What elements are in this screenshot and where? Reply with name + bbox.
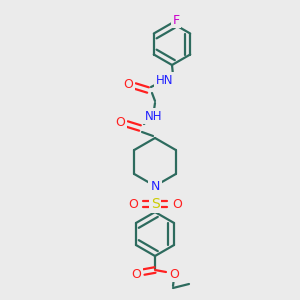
Text: NH: NH xyxy=(145,110,163,122)
Text: O: O xyxy=(172,197,182,211)
Text: O: O xyxy=(123,77,133,91)
Text: O: O xyxy=(169,268,179,281)
Text: S: S xyxy=(151,197,159,211)
Text: O: O xyxy=(115,116,125,128)
Text: N: N xyxy=(150,181,160,194)
Text: O: O xyxy=(128,197,138,211)
Text: O: O xyxy=(131,268,141,281)
Text: F: F xyxy=(172,14,180,26)
Text: HN: HN xyxy=(156,74,174,86)
